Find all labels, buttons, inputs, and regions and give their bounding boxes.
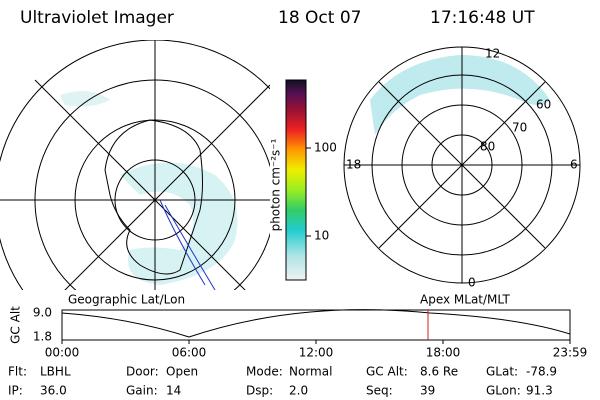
- field-label: GC Alt:: [366, 365, 408, 379]
- mag-label: Apex MLat/MLT: [420, 293, 510, 307]
- mlt-label: 6: [570, 158, 578, 172]
- orbit-curve: [61, 309, 571, 338]
- field-label: Gain:: [126, 384, 158, 398]
- field-value: 8.6 Re: [420, 365, 458, 379]
- time: 17:16:48 UT: [430, 8, 535, 28]
- mlt-label: 0: [468, 276, 476, 290]
- colorbar-label: photon cm⁻²s⁻¹: [269, 138, 283, 231]
- orbit-frame: [61, 309, 571, 341]
- field-value: 2.0: [289, 384, 308, 398]
- field-label: GLon:: [486, 384, 521, 398]
- orbit-xtick-label: 18:00: [426, 346, 461, 360]
- field-label: Door:: [126, 365, 159, 379]
- field-value: LBHL: [40, 365, 71, 379]
- date: 18 Oct 07: [278, 8, 361, 28]
- field-label: GLat:: [486, 365, 518, 379]
- orbit-ytick: 1.8: [33, 330, 52, 344]
- geo-map: [0, 40, 270, 290]
- colorbar-tick: 10: [314, 229, 329, 243]
- mlt-label: 12: [485, 47, 500, 61]
- field-value: 39: [420, 384, 435, 398]
- orbit-xtick-label: 06:00: [172, 346, 207, 360]
- colorbar: [285, 79, 307, 281]
- mlat-label: 60: [536, 98, 551, 112]
- field-label: Mode:: [246, 365, 283, 379]
- mlt-label: 18: [346, 158, 361, 172]
- field-label: Seq:: [366, 384, 393, 398]
- orbit-xtick-label: 23:59: [553, 346, 588, 360]
- field-value: Open: [166, 365, 198, 379]
- orbit-xtick-label: 00:00: [45, 346, 80, 360]
- mlat-label: 70: [512, 121, 527, 135]
- orbit-ytick: 9.0: [33, 306, 52, 320]
- geo-label: Geographic Lat/Lon: [68, 293, 185, 307]
- field-value: -78.9: [526, 365, 557, 379]
- field-value: 14: [166, 384, 181, 398]
- title: Ultraviolet Imager: [20, 8, 174, 28]
- field-value: 91.3: [526, 384, 553, 398]
- mlat-label: 80: [480, 140, 495, 154]
- field-value: 36.0: [40, 384, 67, 398]
- orbit-xtick-label: 12:00: [299, 346, 334, 360]
- colorbar-tick: 100: [314, 141, 337, 155]
- field-label: IP:: [8, 384, 23, 398]
- field-label: Flt:: [8, 365, 27, 379]
- mag-map: [370, 55, 550, 135]
- orbit-ylabel: GC Alt: [9, 306, 23, 344]
- field-value: Normal: [289, 365, 332, 379]
- field-label: Dsp:: [246, 384, 273, 398]
